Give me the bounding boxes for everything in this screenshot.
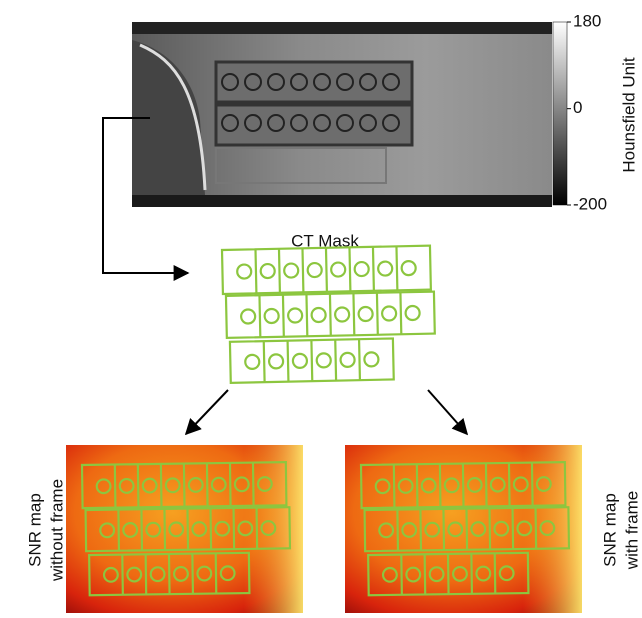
mask-well: [317, 353, 331, 367]
mask-divider: [330, 294, 331, 336]
mask-divider: [253, 463, 254, 506]
mask-divider: [283, 295, 284, 337]
mask-divider: [279, 249, 280, 293]
mask-divider: [463, 464, 464, 507]
mask-divider: [192, 554, 193, 594]
mask-divider: [373, 247, 374, 291]
mask-well: [293, 354, 307, 368]
mask-divider: [326, 248, 327, 292]
snr-label: with frame: [622, 491, 641, 570]
mask-divider: [230, 463, 231, 506]
mask-divider: [187, 509, 188, 550]
mask-divider: [255, 249, 256, 293]
mask-well: [355, 262, 369, 276]
mask-divider: [259, 295, 260, 337]
mask-divider: [216, 553, 217, 593]
mask-divider: [288, 341, 289, 382]
mask-divider: [118, 510, 119, 551]
mask-divider: [443, 509, 444, 550]
tick-label: 0: [573, 98, 582, 117]
mask-divider: [264, 341, 265, 382]
mask-well: [264, 309, 278, 323]
snr-map: [66, 445, 303, 613]
mask-divider: [509, 463, 510, 506]
mask-divider: [353, 293, 354, 335]
mask-well: [311, 308, 325, 322]
mask-well: [358, 307, 372, 321]
arrow: [428, 390, 467, 434]
mask-divider: [466, 509, 467, 550]
mask-divider: [448, 554, 449, 594]
mask-well: [382, 306, 396, 320]
mask-well: [405, 306, 419, 320]
mask-divider: [207, 463, 208, 506]
mask-divider: [311, 340, 312, 381]
mask-divider: [536, 508, 537, 549]
mask-well: [308, 263, 322, 277]
mask-divider: [164, 509, 165, 550]
mask-divider: [211, 508, 212, 549]
colorbar: [553, 22, 567, 205]
mask-divider: [397, 510, 398, 551]
mask-divider: [394, 465, 395, 508]
snr-label: SNR map: [600, 493, 619, 567]
mask-well: [340, 353, 354, 367]
mask-divider: [115, 465, 116, 508]
mask-well: [241, 309, 255, 323]
tick-label: 180: [573, 11, 601, 30]
figure: 1800-200 Hounsfield Unit CT Mask SNR map…: [0, 0, 642, 613]
arrow: [186, 390, 228, 434]
mask-divider: [122, 555, 123, 595]
mask-divider: [349, 247, 350, 291]
mask-divider: [513, 508, 514, 549]
mask-well: [364, 352, 378, 366]
tick-label: -200: [573, 194, 607, 213]
mask-divider: [495, 553, 496, 593]
snr-label: without frame: [47, 479, 66, 582]
mask-divider: [169, 554, 170, 594]
mask-divider: [257, 508, 258, 549]
ct-mask: [222, 246, 436, 383]
snr-map: [345, 445, 582, 613]
mask-divider: [486, 463, 487, 506]
ct-image: 180 0 -200 Hounsfield Unit: [132, 11, 638, 213]
mask-divider: [161, 464, 162, 507]
mask-divider: [400, 292, 401, 334]
mask-divider: [440, 464, 441, 507]
mask-well: [335, 307, 349, 321]
mask-well: [237, 264, 251, 278]
mask-well: [402, 261, 416, 275]
mask-divider: [532, 463, 533, 506]
snr-label: SNR map: [25, 493, 44, 567]
mask-grid: [222, 246, 436, 383]
mask-well: [245, 355, 259, 369]
mask-divider: [234, 508, 235, 549]
mask-well: [288, 308, 302, 322]
mask-divider: [377, 293, 378, 335]
mask-divider: [184, 464, 185, 507]
mask-divider: [359, 339, 360, 380]
colorbar-label: Hounsfield Unit: [619, 57, 638, 173]
mask-divider: [490, 508, 491, 549]
mask-divider: [471, 554, 472, 594]
mask-divider: [146, 554, 147, 594]
mask-divider: [417, 464, 418, 507]
mask-divider: [401, 555, 402, 595]
mask-divider: [302, 248, 303, 292]
mask-well: [261, 264, 275, 278]
mask-divider: [425, 554, 426, 594]
mask-well: [269, 354, 283, 368]
mask-divider: [335, 340, 336, 381]
mask-well: [284, 263, 298, 277]
mask-divider: [138, 464, 139, 507]
mask-well: [331, 262, 345, 276]
mask-divider: [396, 246, 397, 290]
mask-divider: [141, 509, 142, 550]
mask-divider: [420, 509, 421, 550]
mask-divider: [306, 294, 307, 336]
mask-well: [378, 261, 392, 275]
